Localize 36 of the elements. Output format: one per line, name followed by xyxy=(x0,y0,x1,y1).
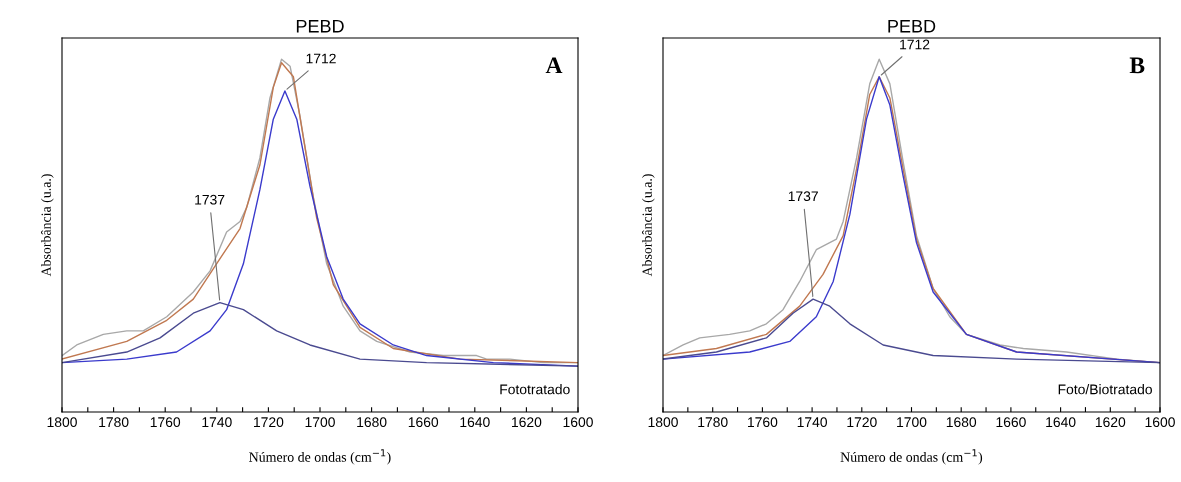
x-tick-label: 1620 xyxy=(1095,417,1126,428)
x-tick-label: 1740 xyxy=(797,417,828,428)
x-tick-label: 1680 xyxy=(946,417,977,428)
x-tick-label: 1640 xyxy=(1046,417,1076,428)
x-tick-label: 1600 xyxy=(1145,417,1175,428)
x-tick-label: 1680 xyxy=(357,417,387,428)
x-tick-label: 1600 xyxy=(563,417,593,428)
x-tick-label: 1740 xyxy=(202,417,232,428)
x-tick-label: 1760 xyxy=(748,417,778,428)
x-axis-title: Número de ondas (cm$^{−1}$) xyxy=(249,449,391,465)
annotation: Fototratado xyxy=(500,384,570,395)
chart-title: PEBD xyxy=(888,20,936,33)
x-tick-label: 1640 xyxy=(460,417,490,428)
y-axis-title: Absorbância (u.a.) xyxy=(642,174,655,277)
text: 1712 xyxy=(900,39,930,50)
annotation: A xyxy=(545,57,563,74)
x-tick-label: 1660 xyxy=(408,417,439,428)
y-axis-title: Absorbância (u.a.) xyxy=(41,174,54,277)
x-tick-label: 1700 xyxy=(897,417,927,428)
annotation: Foto/Biotratado xyxy=(1058,384,1152,395)
x-tick-label: 1660 xyxy=(996,417,1026,428)
x-tick-label: 1720 xyxy=(847,417,877,428)
x-tick-label: 1760 xyxy=(150,417,181,428)
x-tick-label: 1620 xyxy=(512,417,542,428)
x-axis-title: Número de ondas (cm$^{−1}$) xyxy=(840,449,983,465)
x-tick-label: 1700 xyxy=(305,417,335,428)
x-tick-label: 1720 xyxy=(254,417,284,428)
chart-title: PEBD xyxy=(296,20,344,33)
annotation: B xyxy=(1129,57,1145,74)
x-tick-label: 1780 xyxy=(99,417,129,428)
x-tick-label: 1800 xyxy=(648,417,678,428)
x-tick-label: 1800 xyxy=(47,417,77,428)
x-tick-label: 1780 xyxy=(698,417,728,428)
annotation: 1737 xyxy=(788,191,818,202)
annotation: 1737 xyxy=(195,194,225,205)
annotation: 1712 xyxy=(306,53,336,64)
